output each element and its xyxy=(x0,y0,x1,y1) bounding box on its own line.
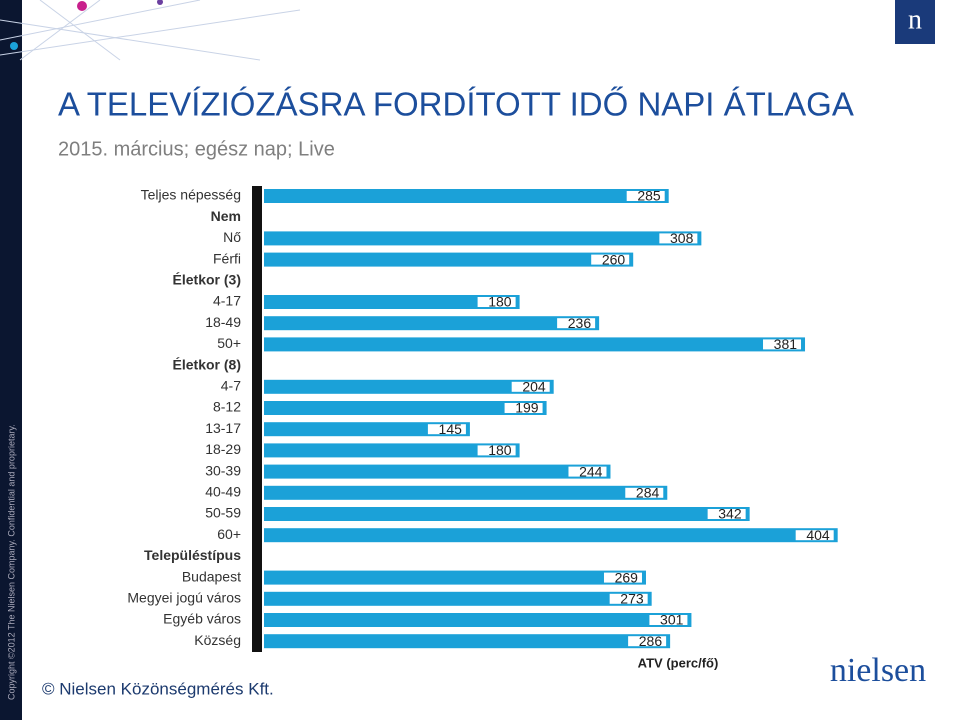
x-axis-label: ATV (perc/fő) xyxy=(638,655,719,670)
value-label-bg xyxy=(603,572,642,583)
category-label: Életkor (8) xyxy=(173,356,241,372)
value-label-bg xyxy=(427,424,466,435)
value-label: 236 xyxy=(568,315,592,331)
decoration xyxy=(0,0,301,61)
bar xyxy=(264,231,702,246)
value-label-bg xyxy=(504,403,543,413)
value-label: 204 xyxy=(522,379,546,395)
value-label: 404 xyxy=(806,527,830,543)
value-label: 260 xyxy=(602,251,626,267)
chart-title: A TELEVÍZIÓZÁSRA FORDÍTOTT IDŐ NAPI ÁTLA… xyxy=(58,86,854,123)
decoration xyxy=(77,1,87,11)
value-label-bg xyxy=(477,297,516,307)
category-label: 18-49 xyxy=(205,314,241,330)
value-label: 284 xyxy=(636,485,660,501)
value-label: 199 xyxy=(515,400,539,416)
bar xyxy=(264,507,750,521)
value-label-bg xyxy=(557,318,596,329)
logo-mark: n xyxy=(908,4,922,35)
value-label-bg xyxy=(707,509,746,519)
bar xyxy=(264,634,671,649)
category-label: Településtípus xyxy=(144,547,241,563)
category-label: 40-49 xyxy=(205,484,241,500)
bar xyxy=(264,401,547,415)
bar xyxy=(264,443,520,458)
value-label-bg xyxy=(609,593,648,604)
decoration xyxy=(10,42,18,50)
category-label: 13-17 xyxy=(205,420,241,436)
value-label: 381 xyxy=(774,336,798,352)
category-label: Nem xyxy=(211,208,241,224)
chart-subtitle: 2015. március; egész nap; Live xyxy=(58,138,335,160)
bar xyxy=(264,591,652,606)
category-label: 18-29 xyxy=(205,441,241,457)
source: © Nielsen Közönségmérés Kft. xyxy=(42,679,274,698)
value-label: 308 xyxy=(670,230,694,246)
decoration xyxy=(157,0,163,5)
bar xyxy=(264,295,520,309)
value-label-bg xyxy=(591,254,630,265)
value-label: 285 xyxy=(637,188,661,204)
value-label-bg xyxy=(625,487,664,498)
value-label: 269 xyxy=(615,569,639,585)
category-label: 8-12 xyxy=(213,399,241,415)
category-label: 4-17 xyxy=(213,293,241,309)
value-label-bg xyxy=(763,339,802,350)
bar xyxy=(264,570,646,585)
value-label: 286 xyxy=(639,633,663,649)
value-label: 342 xyxy=(718,506,742,522)
value-label: 301 xyxy=(660,612,684,628)
bar xyxy=(264,316,600,331)
value-label: 145 xyxy=(439,421,463,437)
bar xyxy=(264,252,634,267)
category-label: Egyéb város xyxy=(163,611,241,627)
category-label: 50-59 xyxy=(205,505,241,521)
category-label: Budapest xyxy=(182,568,241,584)
category-label: Teljes népesség xyxy=(141,187,241,203)
value-label-bg xyxy=(568,466,607,477)
bar xyxy=(264,485,668,500)
bar xyxy=(264,464,611,479)
value-label: 244 xyxy=(579,463,603,479)
category-label: 60+ xyxy=(217,526,241,542)
bar xyxy=(264,528,838,543)
bar xyxy=(264,613,692,627)
bar xyxy=(264,337,806,352)
logo: nielsen xyxy=(830,652,926,689)
value-label-bg xyxy=(477,445,516,456)
category-label: Nő xyxy=(223,229,241,245)
bar xyxy=(264,422,470,437)
category-label: 50+ xyxy=(217,335,241,351)
category-label: Életkor (3) xyxy=(173,272,241,288)
logo-box xyxy=(895,0,935,44)
value-label-bg xyxy=(628,636,667,647)
category-label: Község xyxy=(194,632,241,648)
value-label: 180 xyxy=(488,294,512,310)
bar xyxy=(264,189,669,203)
axis-bar xyxy=(252,186,262,652)
value-label: 180 xyxy=(488,442,512,458)
category-label: Férfi xyxy=(213,250,241,266)
value-label-bg xyxy=(626,191,665,201)
value-label-bg xyxy=(649,615,688,625)
side-strip xyxy=(0,0,22,720)
value-label-bg xyxy=(795,530,834,541)
bar xyxy=(264,379,554,394)
value-label-bg xyxy=(659,233,698,244)
side-note: Copyright ©2012 The Nielsen Company. Con… xyxy=(6,424,16,700)
category-label: 4-7 xyxy=(221,378,241,394)
category-label: 30-39 xyxy=(205,462,241,478)
value-label: 273 xyxy=(620,591,644,607)
value-label-bg xyxy=(511,381,550,392)
category-label: Megyei jogú város xyxy=(127,590,241,606)
